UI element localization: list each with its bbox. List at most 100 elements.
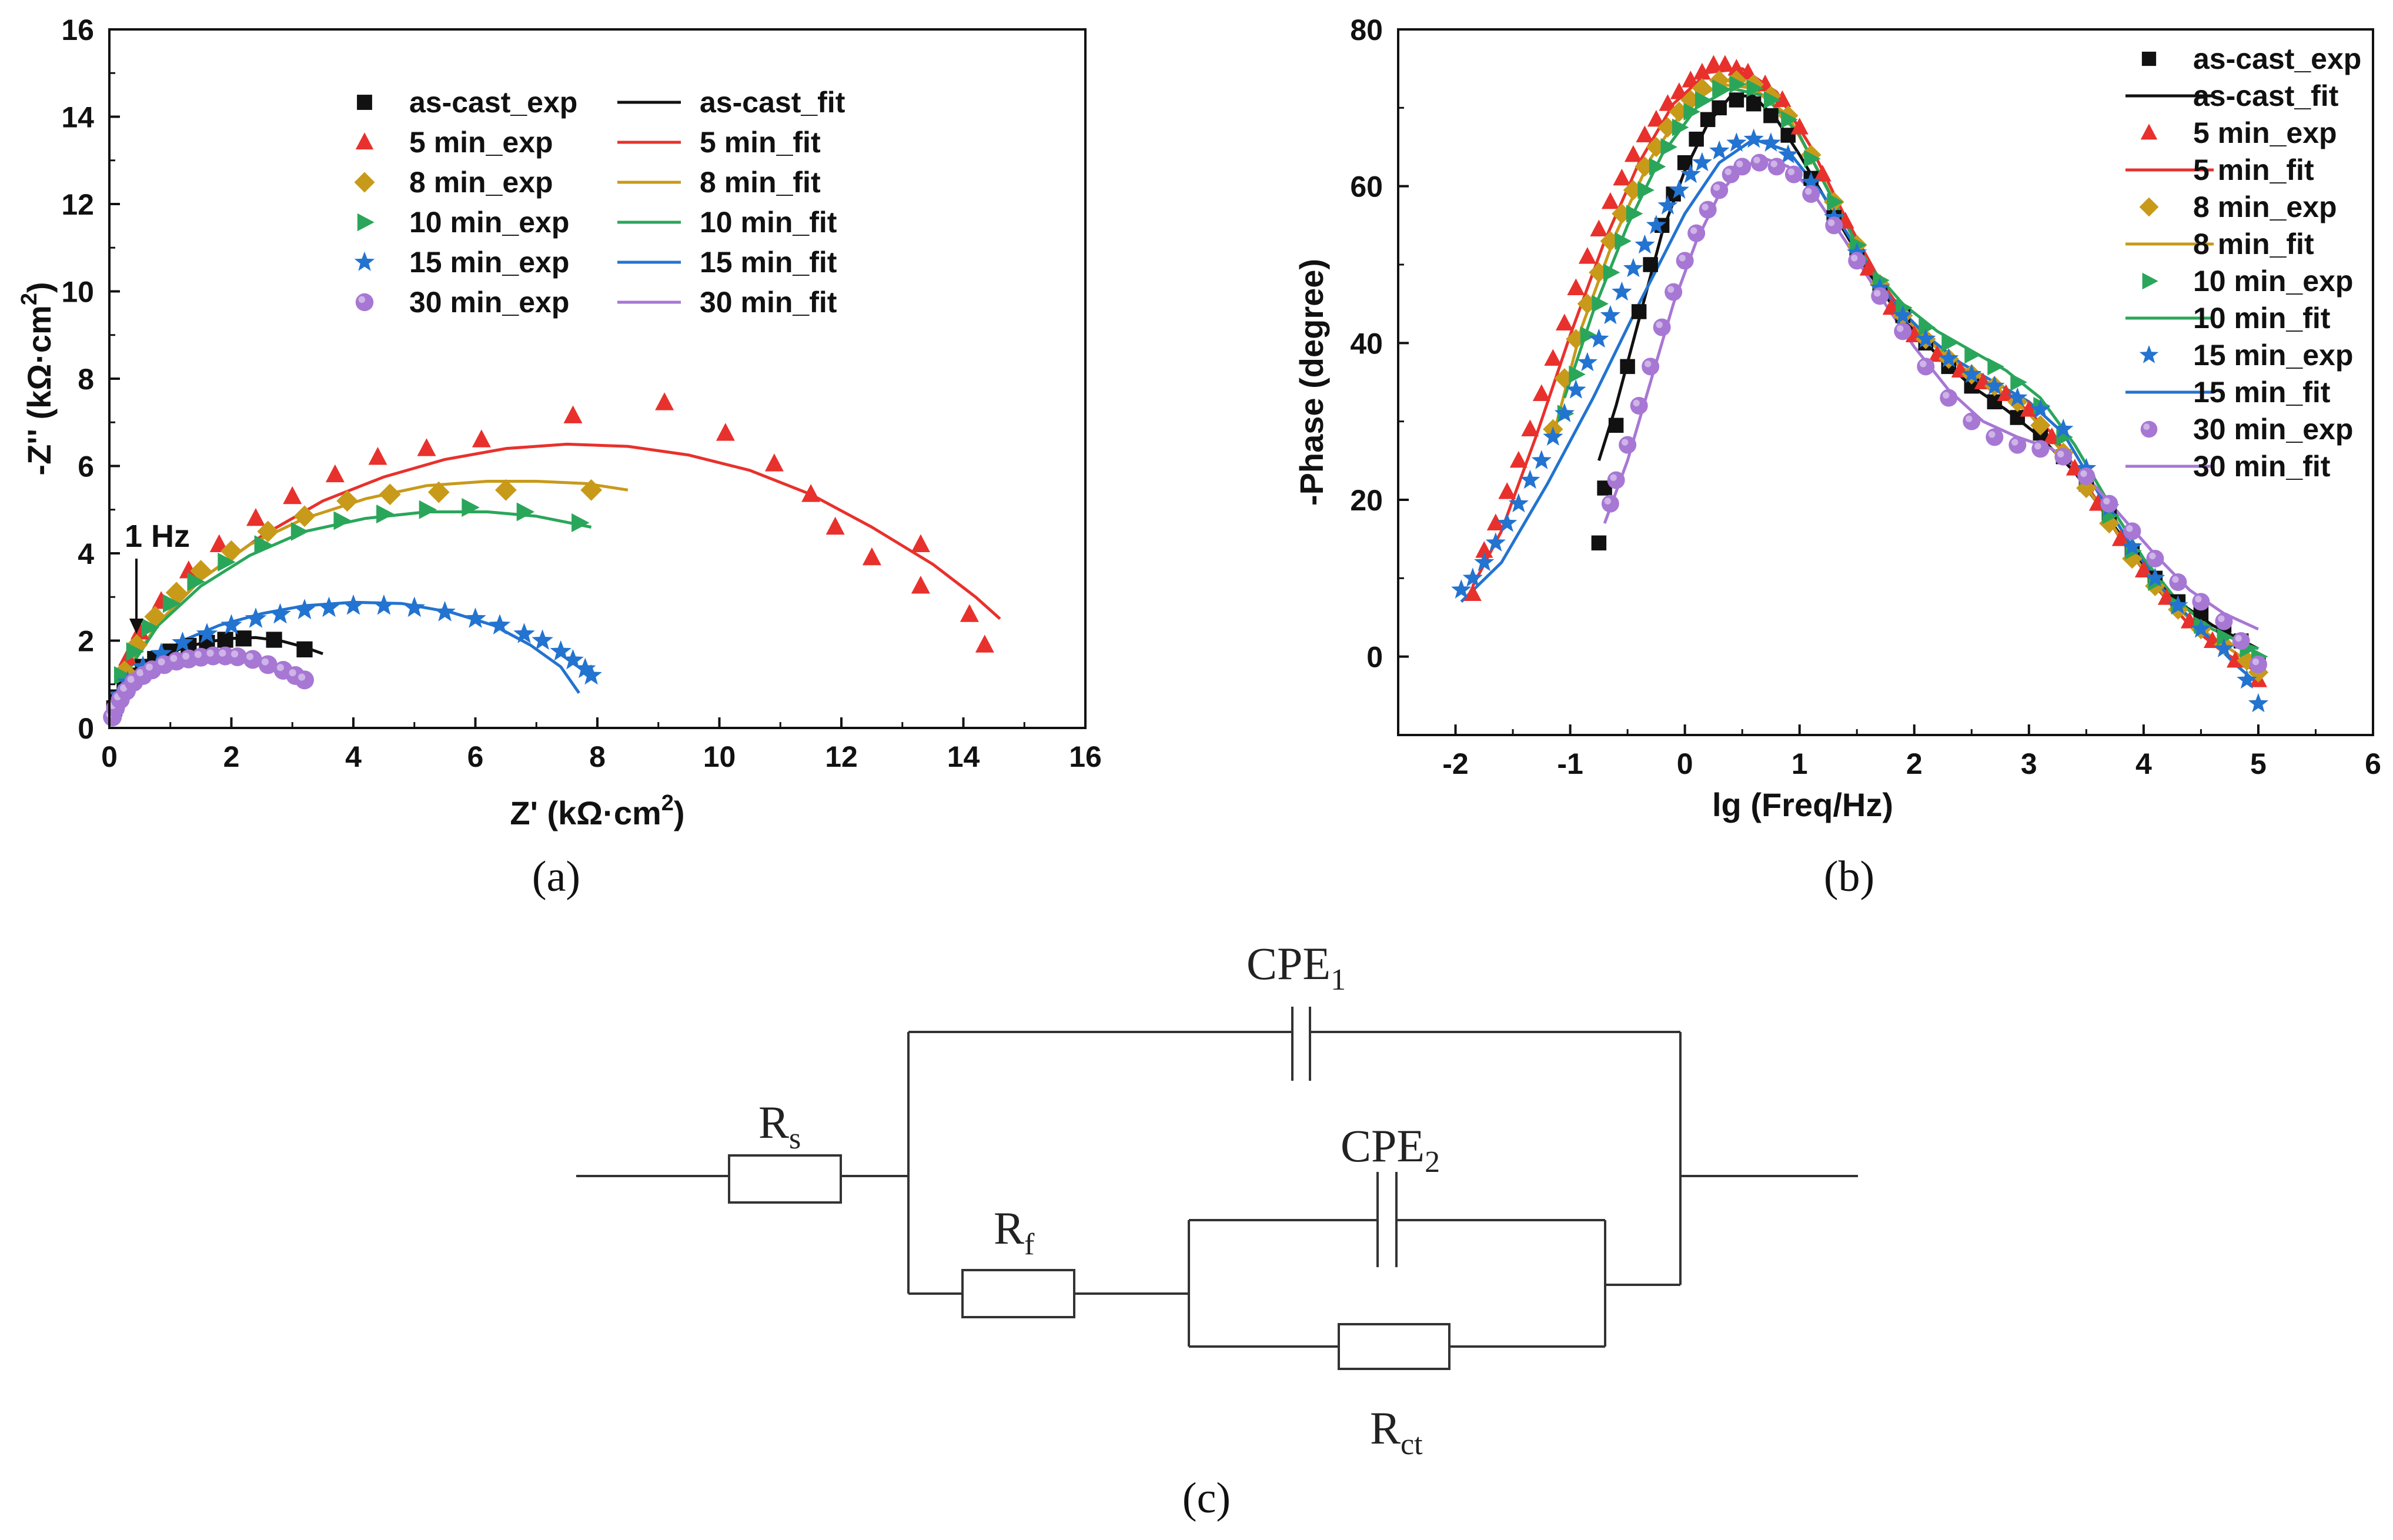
data-point-min30	[1940, 389, 1958, 407]
one-hz-label: 1 Hz	[125, 519, 190, 554]
data-point-min15	[550, 640, 571, 661]
bode-series-layer	[1451, 55, 2269, 713]
data-point-min30-highlight	[1874, 290, 1881, 297]
data-point-min30-highlight	[2011, 439, 2018, 446]
label-rs: Rs	[758, 1097, 801, 1155]
data-point-min30-highlight	[2034, 443, 2041, 450]
legend-fit-label: 10 min_fit	[2193, 302, 2331, 335]
data-point-min30-highlight	[145, 663, 153, 671]
data-point-min30-highlight	[2080, 470, 2087, 477]
data-point-min30-highlight	[1897, 325, 1904, 332]
data-point-min5	[1716, 55, 1734, 72]
data-point-min15	[1961, 363, 1982, 383]
data-point-min15	[532, 629, 553, 650]
data-point-min15	[1870, 278, 1890, 297]
data-point-min30-highlight	[230, 650, 239, 658]
data-point-min10	[1712, 79, 1729, 97]
data-point-min30-highlight	[206, 649, 214, 657]
y-tick-label: 20	[1350, 484, 1383, 517]
data-point-min15	[1566, 379, 1586, 399]
data-point-as_cast	[1729, 92, 1744, 108]
y-tick-label: 8	[78, 363, 94, 396]
data-point-min5	[1590, 219, 1608, 236]
series-min5	[1471, 67, 2260, 674]
data-point-min5	[716, 423, 735, 441]
data-point-min30	[2169, 573, 2187, 591]
data-point-min5	[1813, 165, 1831, 182]
data-point-min15	[403, 596, 425, 617]
x-tick-label: 3	[2021, 747, 2037, 780]
data-point-min5	[801, 484, 821, 502]
data-point-min30-highlight	[1943, 392, 1950, 399]
data-point-min15	[1635, 234, 1655, 254]
bode-plot-frame	[1397, 28, 2374, 736]
data-point-min5	[1882, 298, 1900, 315]
data-point-min10	[419, 500, 437, 519]
data-point-min30-highlight	[2126, 525, 2133, 532]
data-point-min10	[1781, 111, 1798, 129]
data-point-min10	[1919, 318, 1936, 336]
data-point-min30	[1802, 185, 1820, 203]
data-point-min5	[209, 534, 229, 552]
data-point-min30-highlight	[276, 664, 284, 672]
data-point-min15	[1531, 450, 1552, 469]
data-point-min10	[571, 513, 590, 533]
data-point-min30-highlight	[1988, 431, 1996, 438]
data-point-min5	[1498, 482, 1516, 499]
data-point-min5	[764, 453, 784, 472]
data-point-min30-body	[2100, 495, 2118, 513]
data-point-min30	[2215, 612, 2233, 630]
data-point-min30	[2008, 436, 2027, 454]
data-point-min5	[1704, 55, 1723, 72]
data-point-min30-highlight	[298, 673, 306, 681]
data-point-as_cast	[1631, 304, 1647, 319]
y-tick-label: 0	[1366, 641, 1383, 674]
data-point-min10	[333, 511, 352, 530]
data-point-min30-highlight	[2149, 552, 2156, 560]
data-point-min5	[1624, 145, 1642, 162]
data-point-min30-body	[1848, 252, 1866, 270]
data-point-min30-highlight	[1621, 439, 1629, 446]
markers-min5	[1463, 55, 2267, 687]
caption-c: (c)	[1182, 1474, 1231, 1522]
data-point-min10	[1964, 346, 1981, 364]
data-point-min15	[1726, 132, 1747, 152]
data-point-min15	[373, 594, 395, 615]
data-point-min15	[1709, 140, 1730, 160]
y-tick-label: 80	[1350, 14, 1383, 46]
data-point-min30-highlight	[289, 669, 296, 677]
data-point-min5	[1739, 62, 1757, 80]
bode-y-axis-label: -Phase (degree)	[1293, 259, 1330, 506]
data-point-min10	[218, 552, 236, 572]
data-point-min10	[1603, 263, 1620, 282]
legend-marker-min30-body	[355, 293, 374, 312]
legend-exp-label: 30 min_exp	[409, 286, 569, 319]
y-tick-label: 16	[61, 14, 94, 46]
data-point-min30-highlight	[1724, 168, 1732, 175]
data-point-min5	[1509, 450, 1528, 468]
data-point-as_cast	[217, 632, 233, 648]
data-point-min10	[1941, 334, 1958, 352]
data-point-min30-highlight	[1702, 203, 1709, 211]
data-point-min30-body	[1699, 201, 1717, 219]
data-point-min15	[2145, 567, 2165, 587]
data-point-as_cast	[1620, 359, 1635, 375]
data-point-min10	[1987, 358, 2004, 376]
data-point-min30-body	[2054, 447, 2073, 466]
resistor-rs	[728, 1154, 842, 1204]
data-point-min10	[1804, 150, 1821, 168]
data-point-as_cast	[1763, 108, 1779, 123]
data-point-min30-highlight	[127, 676, 135, 683]
data-point-min30	[1848, 252, 1866, 270]
y-tick-label: 4	[78, 537, 94, 570]
data-point-min15	[1589, 328, 1609, 348]
data-point-min5	[1463, 584, 1482, 601]
data-point-min30	[1665, 283, 1683, 301]
x-tick-label: 6	[467, 740, 484, 773]
legend-exp-label: 30 min_exp	[2193, 413, 2353, 446]
data-point-min15	[580, 664, 602, 685]
data-point-min30	[1642, 358, 1660, 376]
legend-marker-min10	[2142, 272, 2158, 290]
data-point-min30-body	[243, 650, 262, 669]
